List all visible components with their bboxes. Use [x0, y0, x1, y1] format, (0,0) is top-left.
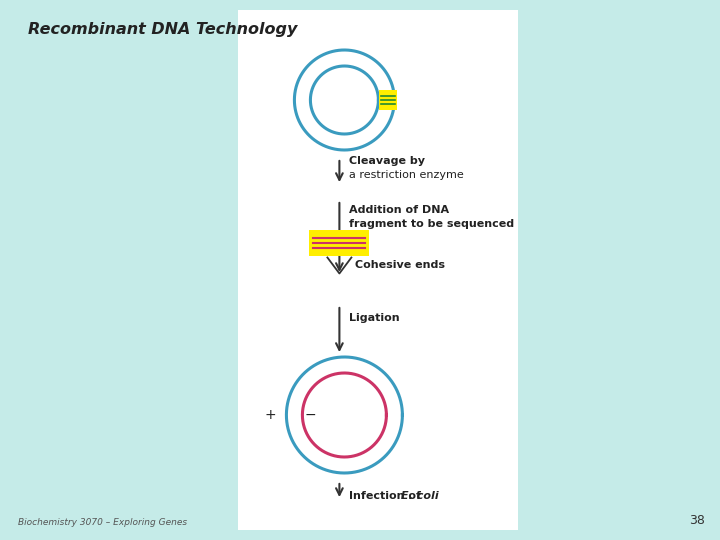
Text: Recombinant DNA Technology: Recombinant DNA Technology	[28, 22, 297, 37]
Text: a restriction enzyme: a restriction enzyme	[349, 171, 464, 180]
Text: +: +	[264, 408, 276, 422]
Text: fragment to be sequenced: fragment to be sequenced	[349, 219, 515, 229]
Text: 38: 38	[689, 514, 705, 527]
FancyBboxPatch shape	[379, 90, 397, 110]
FancyBboxPatch shape	[310, 230, 369, 255]
Text: Cohesive ends: Cohesive ends	[356, 260, 446, 271]
Text: −: −	[305, 408, 316, 422]
Text: Cleavage by: Cleavage by	[349, 157, 426, 166]
Text: Biochemistry 3070 – Exploring Genes: Biochemistry 3070 – Exploring Genes	[18, 518, 187, 527]
Text: Infection of: Infection of	[349, 491, 426, 501]
Text: Addition of DNA: Addition of DNA	[349, 205, 449, 215]
Text: E. coli: E. coli	[402, 491, 439, 501]
FancyBboxPatch shape	[238, 10, 518, 530]
Text: Ligation: Ligation	[349, 313, 400, 323]
